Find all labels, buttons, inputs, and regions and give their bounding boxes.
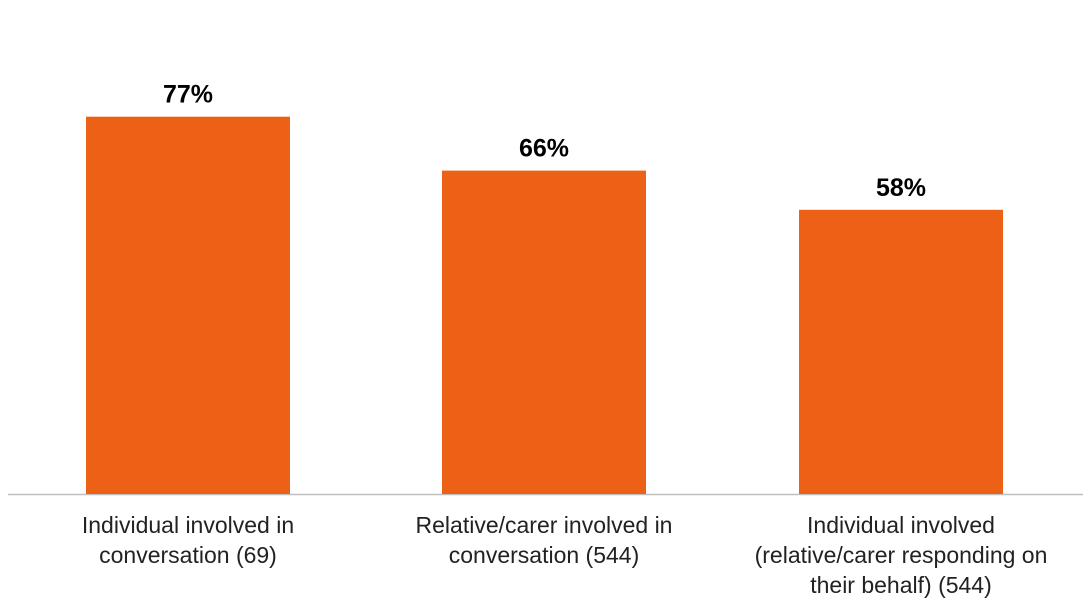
category-label-1-line-1: Individual involved in [82,512,294,538]
category-label-3: Individual involved (relative/carer respo… [755,512,1048,598]
value-labels-group: 77% 66% 58% [163,81,926,202]
value-label-1: 77% [163,81,213,109]
category-label-1-line-2: conversation (69) [99,542,277,568]
category-label-1: Individual involved in conversation (69) [82,512,294,568]
value-label-3: 58% [876,174,926,202]
category-labels-group: Individual involved in conversation (69) R… [82,512,1048,598]
category-label-2: Relative/carer involved in conversation (… [416,512,673,568]
category-label-2-line-1: Relative/carer involved in [416,512,673,538]
value-label-2: 66% [519,135,569,163]
bar-1 [86,116,290,494]
bar-3 [799,209,1003,495]
category-label-3-line-1: Individual involved [807,512,995,538]
bars-group [86,116,1003,495]
bar-2 [442,170,646,494]
category-label-3-line-3: their behalf) (544) [810,572,992,598]
category-label-3-line-2: (relative/carer responding on [755,542,1048,568]
category-label-2-line-2: conversation (544) [449,542,640,568]
